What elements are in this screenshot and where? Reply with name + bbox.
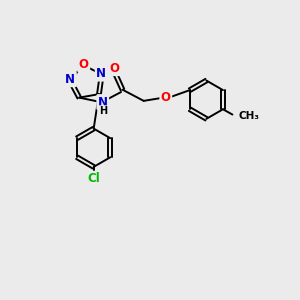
- Text: O: O: [110, 62, 119, 75]
- Text: N: N: [65, 73, 75, 86]
- Text: N: N: [96, 67, 106, 80]
- Text: H: H: [99, 106, 107, 116]
- Text: Cl: Cl: [87, 172, 100, 185]
- Text: CH₃: CH₃: [239, 111, 260, 121]
- Text: N: N: [98, 95, 108, 109]
- Text: O: O: [79, 58, 89, 71]
- Text: O: O: [161, 91, 171, 104]
